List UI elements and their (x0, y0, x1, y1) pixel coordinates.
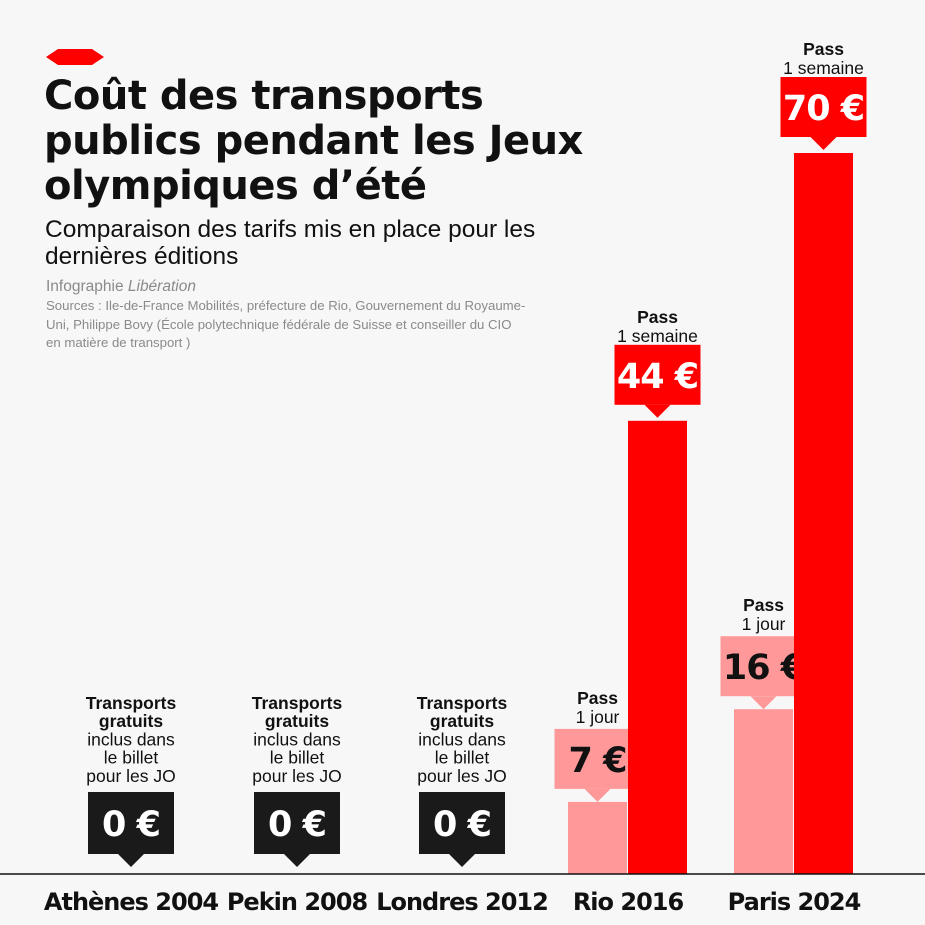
credit-brand: Libération (127, 278, 196, 295)
cat-1-free-note: Transports (252, 693, 343, 713)
cat-4-day-pass-label: Pass (743, 595, 784, 615)
cat-0-free-value: 0 € (102, 805, 160, 845)
cat-1-free-pointer (284, 854, 310, 867)
credit: Infographie Libération (46, 278, 196, 296)
cat-3-day-value: 7 € (569, 741, 627, 781)
cat-3-week-bar (628, 420, 687, 874)
cat-4-day-value: 16 € (723, 648, 804, 688)
cat-1-tick-label: Pekin 2008 (227, 888, 368, 916)
cat-1-free-value: 0 € (268, 805, 326, 845)
sources: Sources : Ile-de-France Mobilités, préfe… (46, 298, 526, 350)
cat-2-free-value: 0 € (433, 805, 491, 845)
cat-4-tick-label: Paris 2024 (728, 888, 861, 916)
credit-prefix: Infographie (46, 278, 124, 295)
cat-1-free-note: inclus dans (253, 729, 341, 749)
cat-3-week-pass-label: Pass (637, 307, 678, 327)
cat-2-free-pointer (449, 854, 475, 867)
cat-4-week-box (780, 77, 867, 137)
cat-0-tick-label: Athènes 2004 (44, 888, 219, 916)
cat-3-day-pointer (584, 788, 611, 802)
cat-0-free-note: Transports (86, 693, 177, 713)
cat-1-free-note: pour les JO (252, 766, 341, 786)
cat-0-free-note: gratuits (99, 711, 163, 731)
cat-2-free-note: gratuits (430, 711, 494, 731)
cat-0-free-pointer (118, 854, 144, 867)
chart-subtitle: Comparaison des tarifs mis en place pour… (45, 216, 536, 270)
cat-3-day-bar (568, 801, 627, 874)
cat-2-free-box (419, 792, 505, 854)
cat-4-week-pass-label: Pass (803, 39, 844, 59)
cat-4-day-box (720, 636, 807, 697)
cat-4-week-value: 70 € (783, 89, 864, 129)
cat-3-tick-label: Rio 2016 (573, 888, 684, 916)
cat-4-day-bar (734, 709, 793, 874)
cat-2-free-note: Transports (417, 693, 508, 713)
cat-4-week-pointer (810, 137, 837, 150)
cat-4-week-duration-label: 1 semaine (783, 58, 864, 78)
cat-0-free-note: inclus dans (87, 729, 175, 749)
cat-3-week-pointer (644, 404, 671, 418)
liberation-logo-icon (46, 49, 104, 65)
cat-3-day-duration-label: 1 jour (576, 707, 620, 727)
cat-4-week-bar (794, 153, 853, 874)
cat-3-day-box (554, 728, 641, 789)
chart-title: Coût des transports publics pendant les … (44, 73, 583, 209)
cat-2-tick-label: Londres 2012 (376, 888, 548, 916)
cat-4-day-pointer (750, 696, 777, 710)
cat-1-free-note: gratuits (265, 711, 329, 731)
cat-4-day-duration-label: 1 jour (742, 614, 786, 634)
cat-0-free-box (88, 792, 174, 854)
cat-1-free-note: le billet (270, 748, 325, 768)
cat-3-day-pass-label: Pass (577, 688, 618, 708)
cat-1-free-box (254, 792, 340, 854)
cat-3-week-duration-label: 1 semaine (617, 326, 698, 346)
cat-2-free-note: inclus dans (418, 729, 506, 749)
cat-2-free-note: le billet (435, 748, 490, 768)
cat-3-week-value: 44 € (617, 357, 698, 397)
cat-0-free-note: le billet (104, 748, 159, 768)
cat-3-week-box (614, 344, 701, 405)
cat-2-free-note: pour les JO (417, 766, 506, 786)
cat-0-free-note: pour les JO (86, 766, 175, 786)
